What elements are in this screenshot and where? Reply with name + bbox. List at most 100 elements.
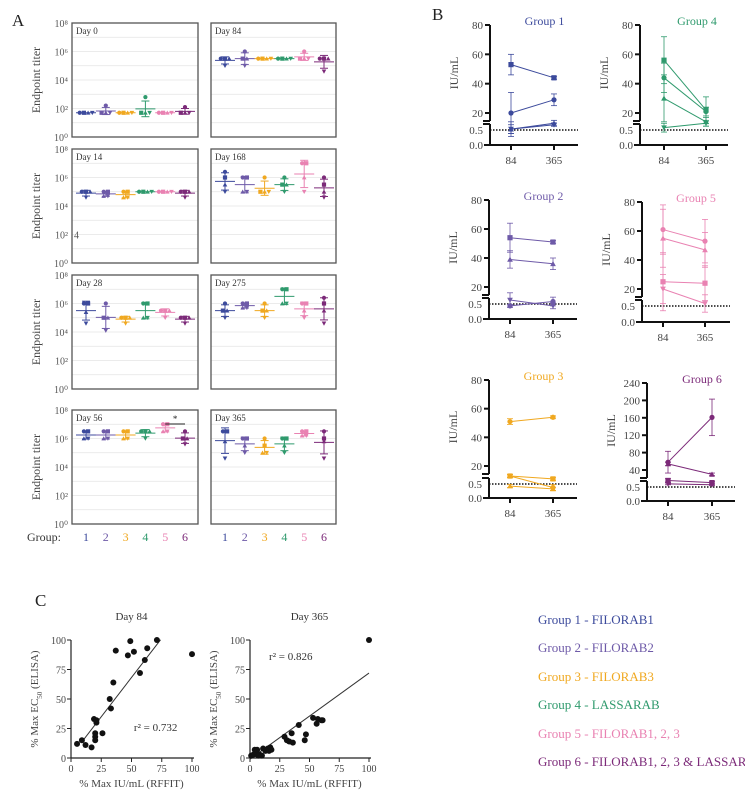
series-line — [510, 124, 555, 130]
plot-frame — [71, 22, 199, 138]
data-point-circle — [121, 429, 126, 434]
series-line — [509, 475, 554, 488]
scatter-point — [313, 720, 320, 727]
y-tick-label: 80 — [471, 375, 483, 387]
data-point-inverted-triangle — [301, 315, 307, 321]
group-number-label: 4 — [142, 530, 148, 544]
data-point-square — [244, 301, 249, 306]
r-squared-annotation: r² = 0.732 — [134, 722, 177, 734]
data-point-triangle — [264, 56, 270, 61]
y-tick-label: 60 — [471, 224, 483, 236]
data-point-circle — [103, 301, 108, 306]
data-point-square — [297, 56, 303, 61]
data-point-square — [260, 308, 265, 313]
y-axis-label: Endpoint titer — [29, 299, 43, 365]
data-point-circle — [302, 49, 307, 54]
data-point-inverted-triangle — [169, 189, 174, 195]
y-axis-label: Endpoint titer — [29, 47, 43, 113]
data-point-square — [507, 235, 513, 241]
y-tick-label: 0.0 — [468, 493, 482, 505]
data-point-triangle — [301, 56, 307, 61]
x-axis-label: % Max IU/mL (RFFIT) — [257, 778, 362, 790]
data-point-triangle — [284, 56, 289, 61]
data-point-inverted-triangle — [107, 110, 113, 116]
scatter-point — [141, 657, 148, 664]
x-tick-label: 365 — [545, 508, 562, 520]
significance-asterisk: * — [173, 414, 178, 424]
data-point-square — [244, 436, 249, 441]
data-point-triangle — [125, 110, 131, 115]
group-legend: Group 1 - FILORAB1 Group 2 - FILORAB2 Gr… — [538, 612, 745, 782]
data-point-circle — [220, 429, 225, 434]
x-tick-label: 75 — [334, 764, 344, 775]
data-point-circle — [117, 110, 122, 115]
data-point-square — [121, 110, 126, 115]
data-point-circle — [156, 110, 161, 115]
x-tick-label: 84 — [505, 508, 517, 520]
y-tick-label: 40 — [624, 255, 636, 267]
subplot-title: Group 1 — [525, 14, 565, 28]
data-point-circle — [218, 56, 223, 61]
scatter-point — [254, 746, 261, 753]
x-tick-label: 84 — [663, 511, 675, 523]
data-point-square — [702, 280, 708, 286]
scatter-point — [107, 705, 114, 712]
plot-frame — [210, 274, 337, 390]
x-tick-label: 365 — [697, 332, 714, 344]
y-axis-label: IU/mL — [599, 233, 613, 266]
y-axis-label: Endpoint titer — [29, 173, 43, 239]
scatter-point — [310, 714, 317, 721]
data-point-triangle — [101, 436, 107, 441]
data-point-inverted-triangle — [288, 56, 294, 61]
x-tick-label: 25 — [96, 764, 106, 775]
plot-frame — [210, 148, 337, 264]
data-point-inverted-triangle — [242, 63, 248, 69]
y-tick-label: 40 — [472, 79, 484, 91]
group-number-label: 3 — [123, 530, 129, 544]
data-point-inverted-triangle — [262, 315, 267, 321]
series-line — [662, 288, 706, 304]
panel-title: Day 28 — [76, 278, 103, 288]
data-point-square — [304, 161, 309, 166]
data-point-square — [550, 476, 556, 482]
legend-item-group-1: Group 1 - FILORAB1 — [538, 612, 654, 627]
data-point-triangle — [507, 483, 513, 489]
series-line — [509, 475, 554, 480]
data-point-triangle — [665, 461, 671, 467]
data-point-square — [83, 189, 89, 194]
data-point-triangle — [660, 235, 666, 241]
data-point-triangle — [143, 110, 148, 115]
scatter-point — [295, 721, 302, 728]
panel-title: Day 56 — [76, 413, 103, 423]
subplot-title: Group 6 — [682, 372, 722, 386]
y-tick-label: 120 — [624, 430, 641, 442]
data-point-inverted-triangle — [182, 321, 188, 326]
y-tick-label: 10² — [55, 357, 68, 368]
y-axis-label: IU/mL — [446, 411, 460, 444]
data-point-square — [99, 110, 104, 115]
x-tick-label: 100 — [185, 764, 200, 775]
data-point-inverted-triangle — [665, 481, 671, 487]
series-line — [509, 237, 554, 243]
data-point-circle — [262, 436, 267, 441]
data-point-square — [321, 182, 327, 187]
data-point-inverted-triangle — [321, 456, 327, 461]
data-point-square — [222, 56, 228, 61]
data-point-circle — [551, 97, 557, 103]
data-point-circle — [282, 175, 287, 180]
data-point-square — [125, 189, 130, 194]
data-point-triangle — [301, 175, 307, 180]
data-point-circle — [321, 295, 327, 300]
group-number-label: 2 — [242, 530, 248, 544]
y-tick-label: 80 — [624, 197, 636, 209]
y-tick-label: 100 — [51, 636, 66, 647]
scatter-point — [110, 679, 117, 686]
group-number-label: 1 — [222, 530, 228, 544]
data-point-inverted-triangle — [282, 189, 287, 195]
panel-a-label: A — [12, 11, 25, 30]
scatter-point — [93, 717, 100, 724]
y-tick-label: 240 — [624, 378, 641, 390]
data-point-circle — [178, 189, 183, 194]
data-point-circle — [139, 429, 144, 434]
data-point-circle — [321, 429, 327, 434]
